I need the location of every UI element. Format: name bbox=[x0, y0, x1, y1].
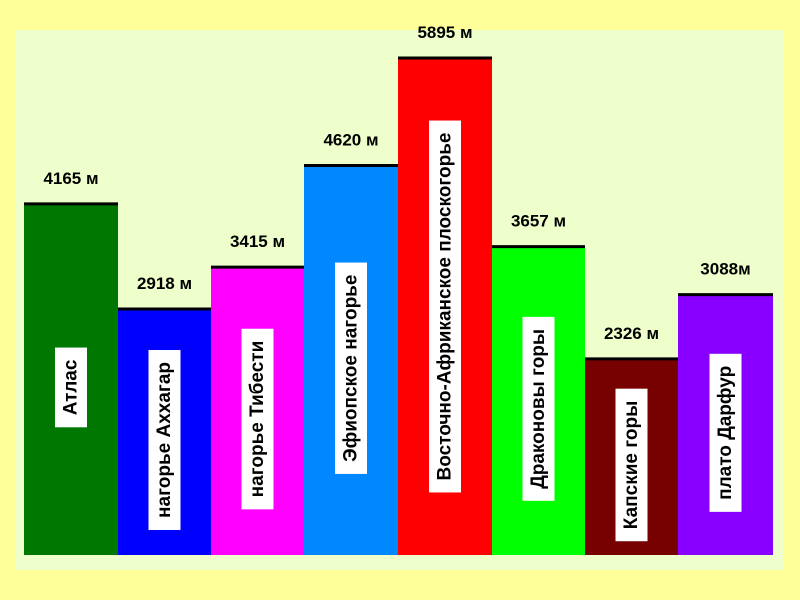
bar-category-label: нагорье Тибести bbox=[247, 341, 268, 498]
bar-label-box bbox=[241, 328, 274, 510]
bar-label-box bbox=[522, 316, 555, 501]
bar-label-box bbox=[55, 347, 87, 428]
bar-value-label: 4620 м bbox=[323, 130, 378, 149]
bars-group: 4165 м Атлас 2918 м нагорье Аххагар 3415 м на… bbox=[24, 23, 773, 555]
bar-value-label: 2326 м bbox=[604, 324, 659, 343]
bar-category-label: нагорье Аххагар bbox=[154, 362, 175, 518]
bar-value-label: 2918 м bbox=[137, 274, 192, 293]
bar-category-label: Атлас bbox=[61, 359, 82, 415]
bar-value-label: 3088м bbox=[700, 260, 750, 279]
bar-label-box bbox=[429, 120, 461, 493]
bar-label-box bbox=[335, 262, 367, 474]
bar-value-label: 3415 м bbox=[230, 232, 285, 251]
bar-value-label: 5895 м bbox=[417, 23, 472, 42]
bar-category-label: Восточно-Африканское плоскогорье bbox=[435, 133, 456, 481]
bar-category-label: плато Дарфур bbox=[715, 366, 736, 500]
bar-label-box bbox=[709, 353, 742, 512]
bar-label-box bbox=[615, 388, 648, 542]
bar-value-label: 4165 м bbox=[43, 169, 98, 188]
bar-category-label: Драконовы горы bbox=[528, 329, 549, 489]
bar-label-box bbox=[148, 350, 181, 530]
bar-category-label: Капские горы bbox=[621, 401, 642, 530]
bar-value-label: 3657 м bbox=[511, 212, 566, 231]
bar-category-label: Эфиопское нагорье bbox=[341, 275, 362, 462]
